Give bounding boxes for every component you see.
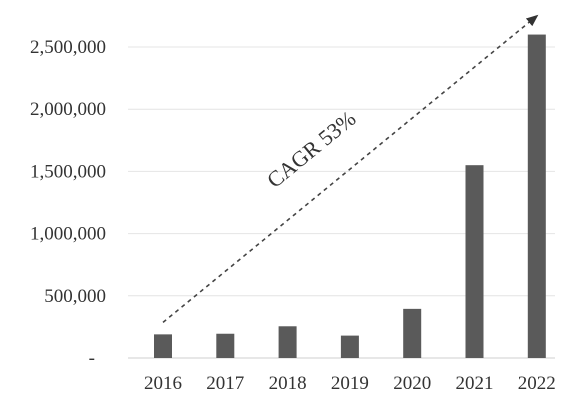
y-tick-label: 1,500,000 xyxy=(30,161,106,182)
y-tick-label: 2,500,000 xyxy=(30,37,106,58)
bar-2017 xyxy=(216,333,235,358)
y-tick-label: 1,000,000 xyxy=(30,224,106,245)
x-tick-label-2022: 2022 xyxy=(518,373,556,394)
x-tick-label-2016: 2016 xyxy=(144,373,182,394)
y-tick-label: - xyxy=(89,348,95,369)
y-tick-label: 500,000 xyxy=(44,286,106,307)
cagr-arrow xyxy=(162,14,539,323)
bar-2021 xyxy=(465,165,484,358)
y-axis-ticks: - 500,000 1,000,000 1,500,000 2,000,000 2,500… xyxy=(30,37,106,369)
x-axis-ticks: 2016 2017 2018 2019 2020 2021 2022 xyxy=(144,373,556,394)
x-tick-label-2020: 2020 xyxy=(393,373,431,394)
bar-2020 xyxy=(403,308,422,358)
grid-lines xyxy=(128,46,555,359)
bar-2019 xyxy=(340,335,359,358)
cagr-label: CAGR 53% xyxy=(262,106,361,193)
x-tick-label-2017: 2017 xyxy=(206,373,244,394)
x-tick-label-2021: 2021 xyxy=(456,373,494,394)
bars xyxy=(154,34,546,359)
bar-2022 xyxy=(527,34,546,359)
bar-2018 xyxy=(278,326,297,358)
x-tick-label-2018: 2018 xyxy=(269,373,307,394)
bar-2016 xyxy=(154,334,172,358)
x-tick-label-2019: 2019 xyxy=(331,373,369,394)
y-tick-label: 2,000,000 xyxy=(30,99,106,120)
